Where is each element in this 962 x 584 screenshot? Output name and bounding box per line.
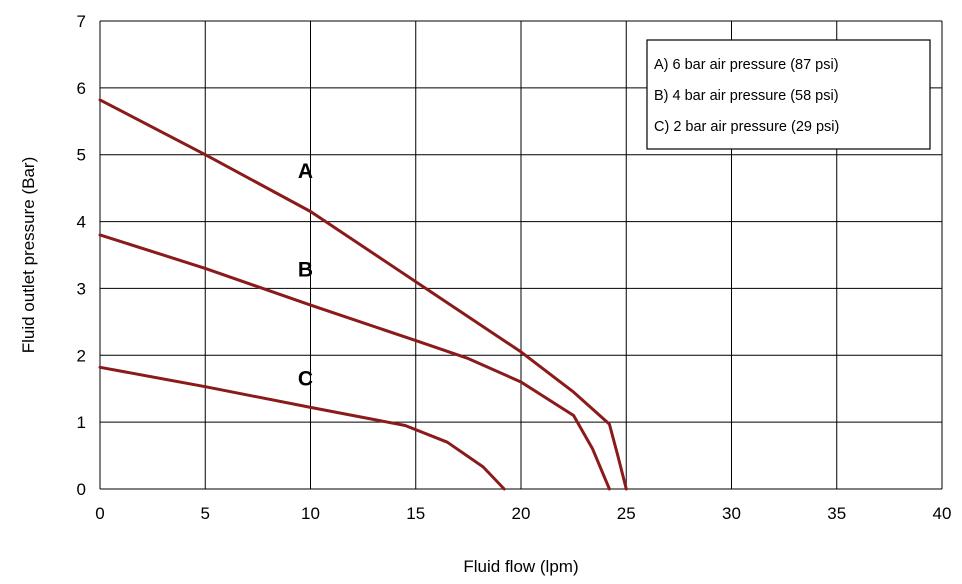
y-tick-label: 7 xyxy=(77,12,86,31)
y-tick-label: 6 xyxy=(77,79,86,98)
x-tick-label: 15 xyxy=(406,504,425,523)
x-tick-label: 10 xyxy=(301,504,320,523)
legend-entry-c: C) 2 bar air pressure (29 psi) xyxy=(654,119,839,135)
x-tick-label: 5 xyxy=(201,504,210,523)
x-tick-label: 20 xyxy=(512,504,531,523)
curve-label-a: A xyxy=(298,160,313,183)
legend-entry-b: B) 4 bar air pressure (58 psi) xyxy=(654,88,839,104)
x-tick-label: 40 xyxy=(933,504,952,523)
series-line-b xyxy=(98,233,611,491)
x-tick-label: 25 xyxy=(617,504,636,523)
x-tick-label: 0 xyxy=(95,504,104,523)
y-axis-label: Fluid outlet pressure (Bar) xyxy=(19,157,38,354)
series-line-c xyxy=(98,365,506,491)
curve-labels: A B C xyxy=(298,160,313,390)
legend-box xyxy=(646,39,931,150)
y-tick-label: 5 xyxy=(77,146,86,165)
y-tick-label: 4 xyxy=(77,213,86,232)
x-tick-label: 35 xyxy=(827,504,846,523)
series-lines xyxy=(98,98,628,491)
y-tick-labels: 0 1 2 3 4 5 6 7 xyxy=(77,12,86,499)
x-axis-label: Fluid flow (lpm) xyxy=(463,557,578,576)
y-tick-label: 1 xyxy=(77,413,86,432)
y-tick-label: 0 xyxy=(77,480,86,499)
y-tick-label: 3 xyxy=(77,279,86,298)
curve-label-c: C xyxy=(298,367,313,390)
series-line-a xyxy=(98,98,628,491)
legend: A) 6 bar air pressure (87 psi) B) 4 bar … xyxy=(646,39,931,150)
curve-label-b: B xyxy=(298,258,313,281)
x-tick-labels: 0 5 10 15 20 25 30 35 40 xyxy=(95,504,951,523)
legend-entry-a: A) 6 bar air pressure (87 psi) xyxy=(654,57,839,73)
x-tick-label: 30 xyxy=(722,504,741,523)
y-tick-label: 2 xyxy=(77,346,86,365)
